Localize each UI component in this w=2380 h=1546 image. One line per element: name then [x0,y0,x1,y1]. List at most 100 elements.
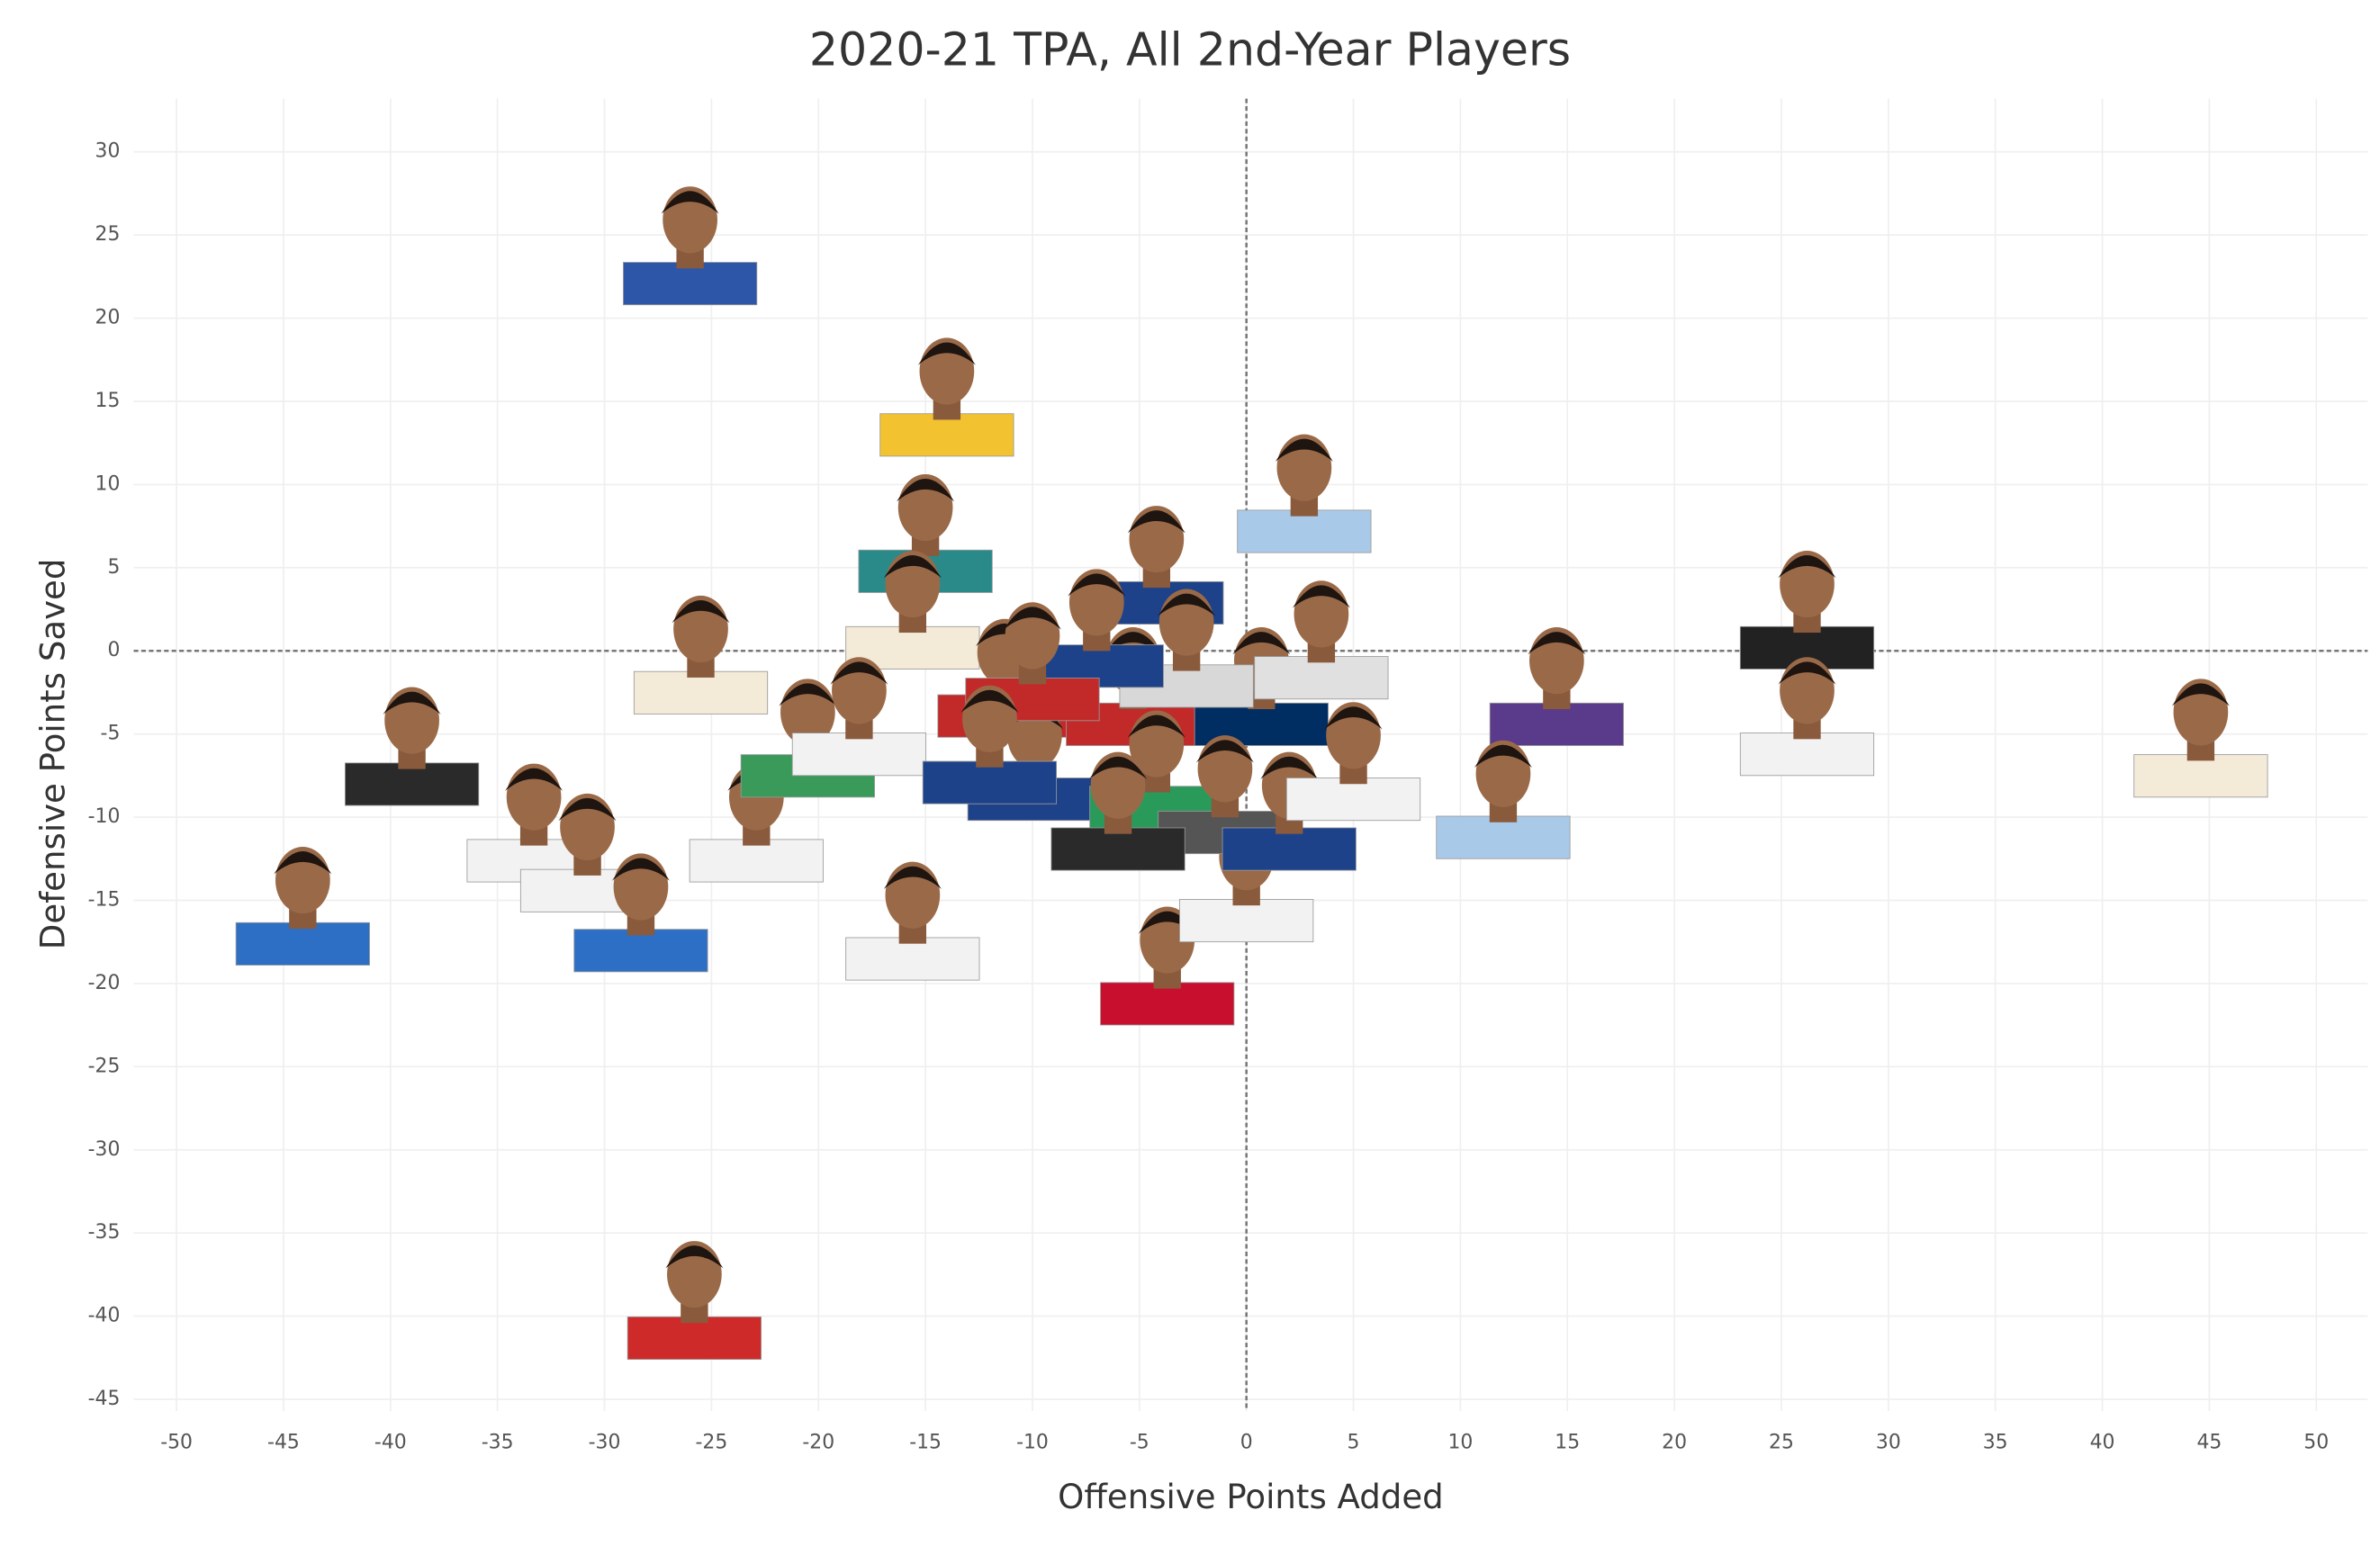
hair [1127,510,1185,534]
player-headshot [879,337,1014,457]
jersey [1050,827,1185,871]
x-tick-label: -15 [909,1431,942,1453]
y-tick-label: 10 [95,472,121,495]
x-tick-label: -20 [802,1431,834,1453]
hair [661,191,719,214]
y-tick-label: 25 [95,223,121,246]
player-headshot [633,595,769,715]
y-tick-label: -20 [88,972,121,994]
x-tick-label: -30 [589,1431,621,1453]
jersey [573,929,708,973]
hair [505,768,563,791]
hair [1003,607,1062,630]
hair [1324,706,1383,730]
jersey [1179,899,1314,943]
hair [883,866,942,889]
y-tick-label: 20 [95,307,121,329]
hair [779,683,837,706]
jersey [689,839,824,883]
jersey [2133,754,2268,798]
x-tick-label: 35 [1983,1431,2008,1453]
chart-title: 2020-21 TPA, All 2nd-Year Players [809,23,1571,76]
player-headshot [1254,580,1389,700]
hair [1158,593,1216,616]
x-tick-label: -10 [1016,1431,1049,1453]
player-headshot [344,687,480,806]
player-headshot [922,685,1058,804]
x-tick-label: 10 [1447,1431,1473,1453]
y-tick-label: 0 [107,639,120,661]
jersey [1100,982,1235,1026]
y-tick-label: 30 [95,140,121,163]
hair [1292,585,1350,608]
player-headshot [1237,434,1372,553]
y-tick-label: 15 [95,390,121,412]
hair [1104,632,1162,655]
hair [1275,438,1333,462]
x-tick-label: 5 [1348,1431,1360,1453]
x-tick-label: 15 [1555,1431,1580,1453]
hair [1260,756,1319,779]
player-headshot [573,853,708,973]
y-tick-label: -5 [101,723,121,745]
jersey [623,262,758,306]
player-headshot [1436,740,1571,859]
player-headshot [235,847,370,966]
player-headshot [1489,627,1624,746]
jersey [344,762,480,806]
x-tick-label: 50 [2303,1431,2329,1453]
player-headshot [2133,679,2268,798]
hair [960,689,1019,714]
y-tick-label: -25 [88,1055,121,1077]
hair [558,797,617,822]
jersey [1222,827,1357,871]
y-tick-label: -15 [88,889,121,912]
player-headshot [845,861,980,981]
y-tick-label: -10 [88,805,121,828]
x-tick-label: -25 [696,1431,728,1453]
hair [897,479,955,502]
jersey [1436,815,1571,859]
hair [1778,555,1836,579]
hair [672,599,730,624]
x-tick-label: 40 [2090,1431,2115,1453]
x-tick-label: 30 [1876,1431,1901,1453]
jersey [235,921,370,966]
hair [1528,632,1586,655]
jersey [627,1316,762,1360]
y-tick-label: 5 [107,556,120,579]
x-tick-label: 20 [1662,1431,1687,1453]
y-axis-label: Defensive Points Saved [33,559,72,950]
y-tick-label: -35 [88,1221,121,1244]
jersey [1489,702,1624,746]
x-tick-label: -50 [160,1431,193,1453]
x-tick-label: 0 [1240,1431,1253,1453]
hair [1068,573,1126,597]
hair [2171,683,2230,706]
x-axis-label: Offensive Points Added [1058,1478,1444,1516]
player-headshot [845,550,980,670]
jersey [879,413,1014,457]
y-tick-label: -45 [88,1388,121,1410]
x-tick-label: -40 [374,1431,407,1453]
x-tick-label: 25 [1769,1431,1794,1453]
jersey [1739,733,1875,777]
player-headshot [791,657,927,777]
x-tick-label: 45 [2196,1431,2222,1453]
x-tick-label: -5 [1130,1431,1149,1453]
hair [1195,740,1254,763]
player-headshot [1739,550,1875,670]
jersey [1237,509,1372,553]
hair [1089,756,1148,779]
hair [1778,661,1836,685]
player-headshot [1739,657,1875,777]
hair [665,1245,724,1269]
x-tick-label: -45 [267,1431,300,1453]
hair [1474,744,1532,769]
jersey [845,937,980,981]
grid [133,98,2368,1411]
hair [1232,632,1291,655]
hair [883,555,942,579]
